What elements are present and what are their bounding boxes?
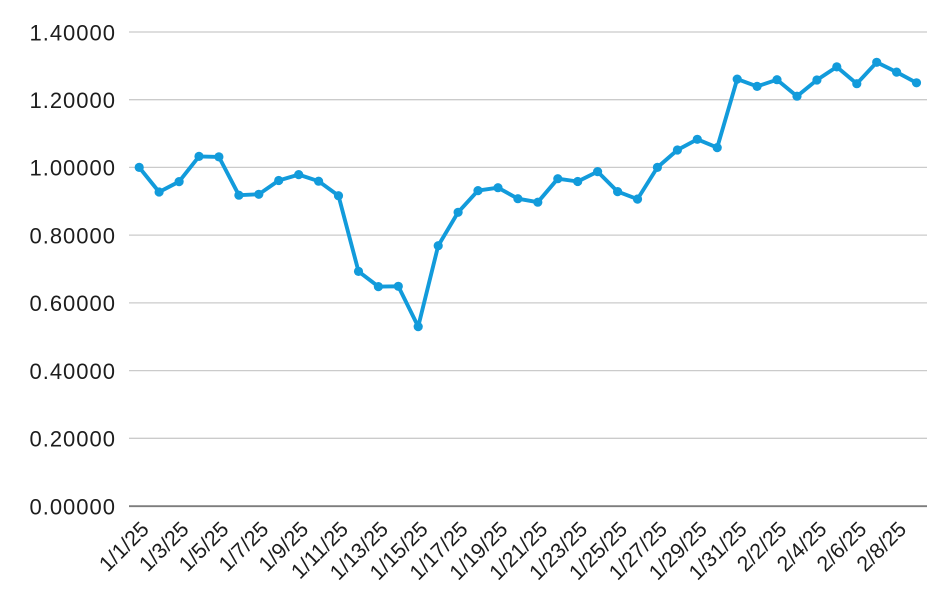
- svg-text:1.00000: 1.00000: [29, 156, 116, 181]
- svg-text:0.80000: 0.80000: [29, 223, 116, 248]
- svg-text:0.40000: 0.40000: [29, 359, 116, 384]
- svg-text:0.60000: 0.60000: [29, 291, 116, 316]
- svg-text:1.20000: 1.20000: [29, 88, 116, 113]
- svg-text:0.00000: 0.00000: [29, 494, 116, 519]
- svg-text:1.40000: 1.40000: [29, 20, 116, 45]
- svg-text:0.20000: 0.20000: [29, 427, 116, 452]
